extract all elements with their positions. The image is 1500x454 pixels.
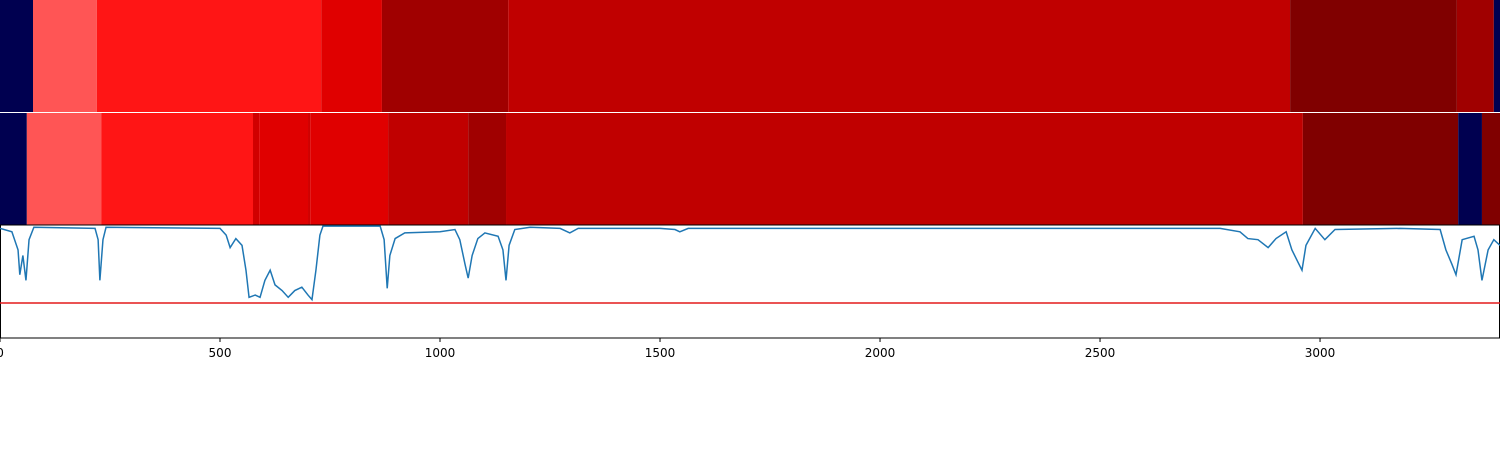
segment [1290, 0, 1457, 112]
segment [0, 0, 34, 112]
x-tick-label: 1500 [645, 346, 676, 360]
x-tick-label: 2500 [1085, 346, 1116, 360]
segment [1302, 113, 1459, 225]
segment [310, 113, 389, 225]
x-tick-label: 0 [0, 346, 4, 360]
segment [1493, 0, 1500, 112]
segment [321, 0, 382, 112]
segment [506, 113, 1303, 225]
segment [1481, 113, 1500, 225]
segment [259, 113, 309, 225]
segment [388, 113, 469, 225]
segment [308, 113, 311, 225]
segment [381, 0, 509, 112]
x-tick-label: 1000 [425, 346, 456, 360]
line-panel-frame [0, 224, 1500, 339]
segment [101, 113, 254, 225]
segment [508, 0, 1291, 112]
x-tick-label: 500 [209, 346, 232, 360]
x-tick-label: 3000 [1305, 346, 1336, 360]
segment [26, 113, 102, 225]
segment [1456, 0, 1494, 112]
segment [33, 0, 97, 112]
segment [253, 113, 260, 225]
x-tick-label: 2000 [865, 346, 896, 360]
segment [0, 113, 27, 225]
segment [96, 0, 322, 112]
score-line [0, 225, 1500, 302]
segment [468, 113, 507, 225]
segment [1458, 113, 1482, 225]
